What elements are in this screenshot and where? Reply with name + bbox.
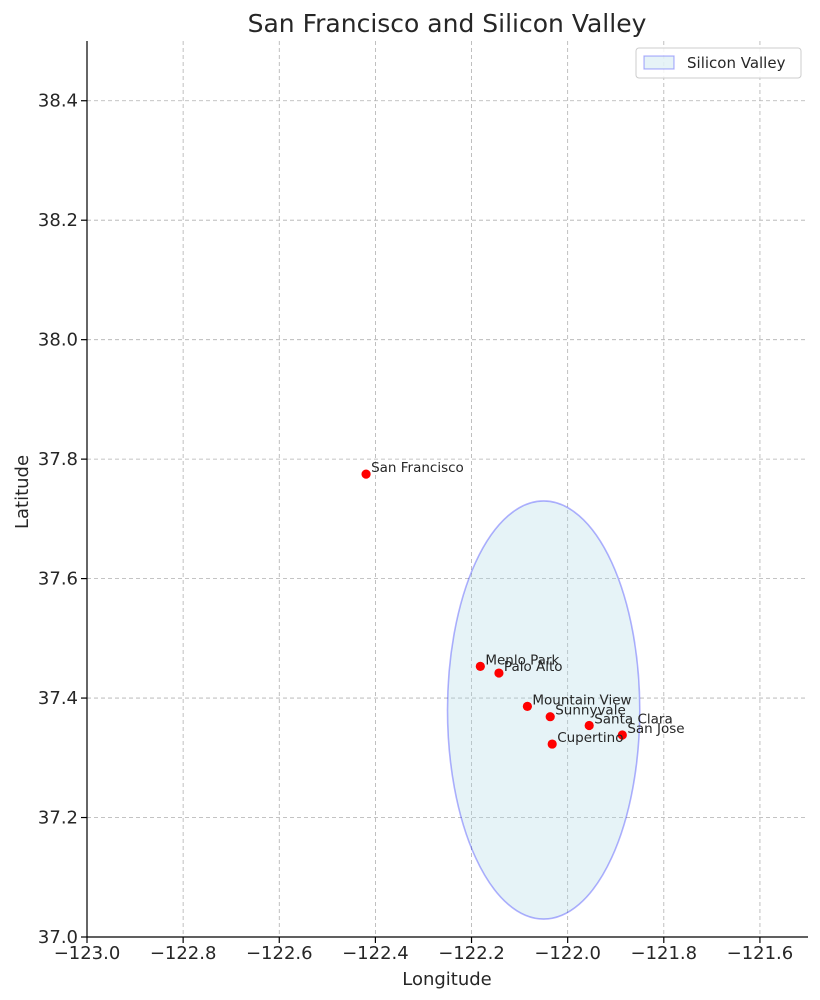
legend: Silicon Valley [635,47,802,79]
city-point [522,701,532,711]
city-label: Sunnyvale [555,703,626,719]
city-label: Menlo Park [485,652,559,668]
y-tick-label: 37.8 [38,449,78,470]
city-label: Mountain View [532,692,631,708]
city-point [494,668,504,678]
x-tick-label: −122.2 [438,943,505,964]
legend-swatch [643,55,675,70]
city-label: Cupertino [557,730,623,746]
y-tick-label: 38.2 [38,210,78,231]
x-tick-label: −123.0 [54,943,121,964]
data-points [361,469,627,749]
x-tick-label: −121.8 [630,943,697,964]
legend-box [635,47,802,79]
y-tick-label: 37.4 [38,688,78,709]
y-tick-label: 38.0 [38,330,78,351]
x-tick-label: −122.8 [150,943,217,964]
city-label: San Francisco [371,460,464,476]
x-tick-label: −122.6 [246,943,313,964]
x-tick-label: −122.0 [534,943,601,964]
x-axis-label: Longitude [402,969,492,990]
legend-label: Silicon Valley [687,54,786,72]
city-label: San Jose [627,721,684,737]
chart-title: San Francisco and Silicon Valley [248,9,647,38]
city-point [617,730,627,740]
x-tick-label: −122.4 [342,943,409,964]
y-tick-label: 37.2 [38,808,78,829]
y-tick-label: 38.4 [38,91,78,112]
y-axis-label: Latitude [12,455,33,529]
grid [86,41,808,938]
city-label: Santa Clara [594,711,673,727]
axes: −123.0 −122.8 −122.6 −122.4 −122.2 −122.0 −121… [38,41,808,964]
silicon-valley-region [446,500,641,920]
y-tick-label: 37.6 [38,569,78,590]
city-point [475,661,485,672]
x-tick-label: −121.6 [727,943,794,964]
city-label: Palo Alto [504,659,563,675]
city-point [584,720,594,731]
city-point [547,739,557,749]
city-point [361,469,371,479]
city-point [545,712,555,722]
region-layer [446,500,641,920]
y-tick-label: 37.0 [38,927,78,948]
